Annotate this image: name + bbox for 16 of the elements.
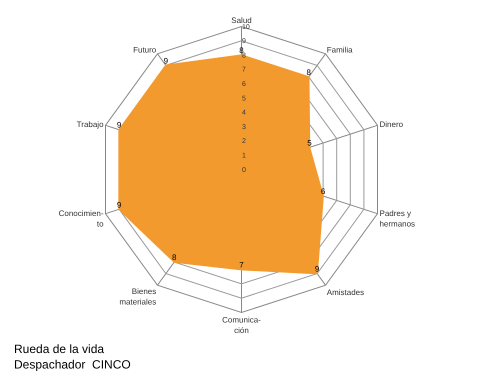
spoke-label: Futuro [133,45,157,54]
spoke-label: Bienes materiales [119,287,156,306]
spoke-label: Padres y hermanos [380,208,416,228]
spoke-label: Familia [326,45,354,54]
data-label: 6 [320,187,326,196]
data-label: 8 [172,253,178,262]
spoke-label: Comunica- ción [222,316,262,335]
data-label: 9 [116,120,122,130]
spoke-label: Conocimien- to [58,208,104,228]
spoke-label: Amistades [326,288,364,298]
text: Rueda de la vida Despachador CINCO [14,342,131,372]
data-label: 9 [164,56,169,66]
spoke-label: Dinero [380,120,404,129]
spoke-label: Salud [231,16,252,25]
data-label: 8 [306,68,312,77]
spoke-label: Trabajo [76,120,104,129]
